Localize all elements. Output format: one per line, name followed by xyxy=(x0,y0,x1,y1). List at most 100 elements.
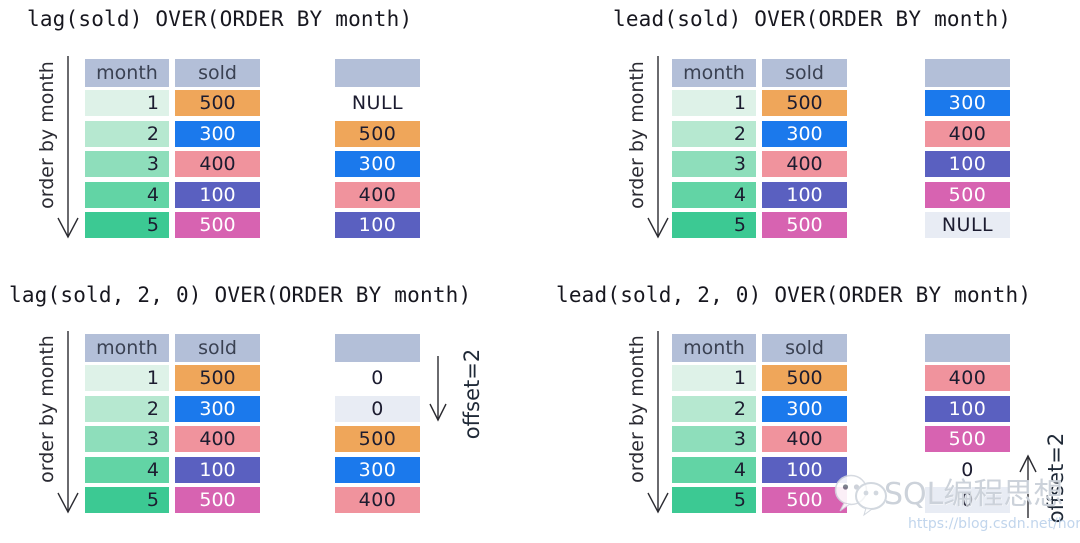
month-cell: 2 xyxy=(672,120,756,147)
result-column: NULL 500 300 400 100 xyxy=(335,59,420,243)
result-cell: 500 xyxy=(925,181,1010,208)
table-row: 2 300 xyxy=(672,395,847,422)
column-header-month: month xyxy=(85,334,169,362)
table-row: 1 500 xyxy=(85,365,260,391)
table-row: 2 300 xyxy=(672,120,847,147)
result-cell: 0 xyxy=(371,367,384,389)
result-header xyxy=(925,334,1010,362)
function-title-lag-offset: lag(sold, 2, 0) OVER(ORDER BY month) xyxy=(9,283,472,307)
sold-cell: 400 xyxy=(175,426,260,452)
sold-cell: 500 xyxy=(762,212,847,238)
order-by-month-label: order by month xyxy=(626,335,648,483)
order-direction-down-arrow-icon xyxy=(57,56,79,239)
result-cell: 0 xyxy=(961,458,974,481)
offset-label: offset=2 xyxy=(1044,432,1068,524)
result-column: 0 0 500 300 400 xyxy=(335,334,420,518)
offset-up-arrow-icon xyxy=(1019,454,1037,518)
result-cell: 300 xyxy=(925,90,1010,116)
table-row: 3 400 xyxy=(85,151,260,177)
table-header-row: month sold xyxy=(85,59,260,87)
result-cell: 300 xyxy=(335,456,420,483)
sold-cell: 500 xyxy=(175,487,260,513)
result-cell: 100 xyxy=(925,395,1010,422)
column-header-month: month xyxy=(672,334,756,362)
source-table: month sold 1 500 2 300 3 400 4 100 5 500 xyxy=(85,59,260,243)
sold-cell: 400 xyxy=(762,151,847,177)
column-header-sold: sold xyxy=(762,334,847,362)
order-by-month-label: order by month xyxy=(36,335,58,483)
function-title-lead: lead(sold) OVER(ORDER BY month) xyxy=(613,7,1012,31)
order-direction-down-arrow-icon xyxy=(57,331,79,514)
table-row: 4 100 xyxy=(672,456,847,483)
table-row: 5 500 xyxy=(85,212,260,238)
sold-cell: 500 xyxy=(762,487,847,513)
table-row: 3 400 xyxy=(85,426,260,452)
order-direction-down-arrow-icon xyxy=(647,56,669,239)
table-row: 1 500 xyxy=(672,365,847,391)
source-table: month sold 1 500 2 300 3 400 4 100 5 500 xyxy=(672,334,847,518)
sold-cell: 100 xyxy=(175,456,260,483)
result-cell: 300 xyxy=(335,151,420,177)
month-cell: 4 xyxy=(85,181,169,208)
month-cell: 5 xyxy=(85,487,169,513)
table-row: 1 500 xyxy=(85,90,260,116)
result-cell: 500 xyxy=(335,120,420,147)
month-cell: 5 xyxy=(672,487,756,513)
month-cell: 1 xyxy=(672,90,756,116)
result-cell: NULL xyxy=(925,212,1010,238)
month-cell: 4 xyxy=(672,181,756,208)
month-cell: 3 xyxy=(85,426,169,452)
result-column: 300 400 100 500 NULL xyxy=(925,59,1010,243)
month-cell: 1 xyxy=(672,365,756,391)
result-header xyxy=(335,334,420,362)
result-cell: 500 xyxy=(925,426,1010,452)
sold-cell: 500 xyxy=(762,365,847,391)
order-by-month-label: order by month xyxy=(36,61,58,209)
result-cell: 100 xyxy=(335,212,420,238)
sold-cell: 100 xyxy=(762,456,847,483)
sold-cell: 400 xyxy=(762,426,847,452)
result-cell: 400 xyxy=(925,120,1010,147)
offset-down-arrow-icon xyxy=(429,356,447,422)
offset-label: offset=2 xyxy=(460,348,484,440)
sold-cell: 500 xyxy=(175,212,260,238)
sold-cell: 300 xyxy=(175,395,260,422)
result-column: 400 100 500 0 0 xyxy=(925,334,1010,518)
order-direction-down-arrow-icon xyxy=(647,331,669,514)
column-header-sold: sold xyxy=(175,59,260,87)
function-title-lead-offset: lead(sold, 2, 0) OVER(ORDER BY month) xyxy=(556,283,1032,307)
table-row: 4 100 xyxy=(85,181,260,208)
table-row: 4 100 xyxy=(672,181,847,208)
result-cell: NULL xyxy=(351,92,404,114)
month-cell: 4 xyxy=(672,456,756,483)
sold-cell: 500 xyxy=(175,90,260,116)
table-row: 3 400 xyxy=(672,151,847,177)
month-cell: 5 xyxy=(85,212,169,238)
table-row: 1 500 xyxy=(672,90,847,116)
sold-cell: 300 xyxy=(762,395,847,422)
result-header xyxy=(335,59,420,87)
month-cell: 4 xyxy=(85,456,169,483)
result-cell: 100 xyxy=(925,151,1010,177)
column-header-sold: sold xyxy=(175,334,260,362)
table-row: 2 300 xyxy=(85,395,260,422)
month-cell: 2 xyxy=(85,120,169,147)
month-cell: 5 xyxy=(672,212,756,238)
month-cell: 3 xyxy=(85,151,169,177)
table-row: 3 400 xyxy=(672,426,847,452)
sold-cell: 300 xyxy=(175,120,260,147)
month-cell: 2 xyxy=(85,395,169,422)
table-header-row: month sold xyxy=(672,334,847,362)
column-header-sold: sold xyxy=(762,59,847,87)
table-row: 5 500 xyxy=(85,487,260,513)
table-header-row: month sold xyxy=(85,334,260,362)
result-cell: 400 xyxy=(335,487,420,513)
result-cell: 400 xyxy=(925,365,1010,391)
column-header-month: month xyxy=(85,59,169,87)
sold-cell: 500 xyxy=(175,365,260,391)
function-title-lag: lag(sold) OVER(ORDER BY month) xyxy=(27,7,413,31)
order-by-month-label: order by month xyxy=(626,61,648,209)
result-cell: 0 xyxy=(335,395,420,422)
source-table: month sold 1 500 2 300 3 400 4 100 5 500 xyxy=(85,334,260,518)
